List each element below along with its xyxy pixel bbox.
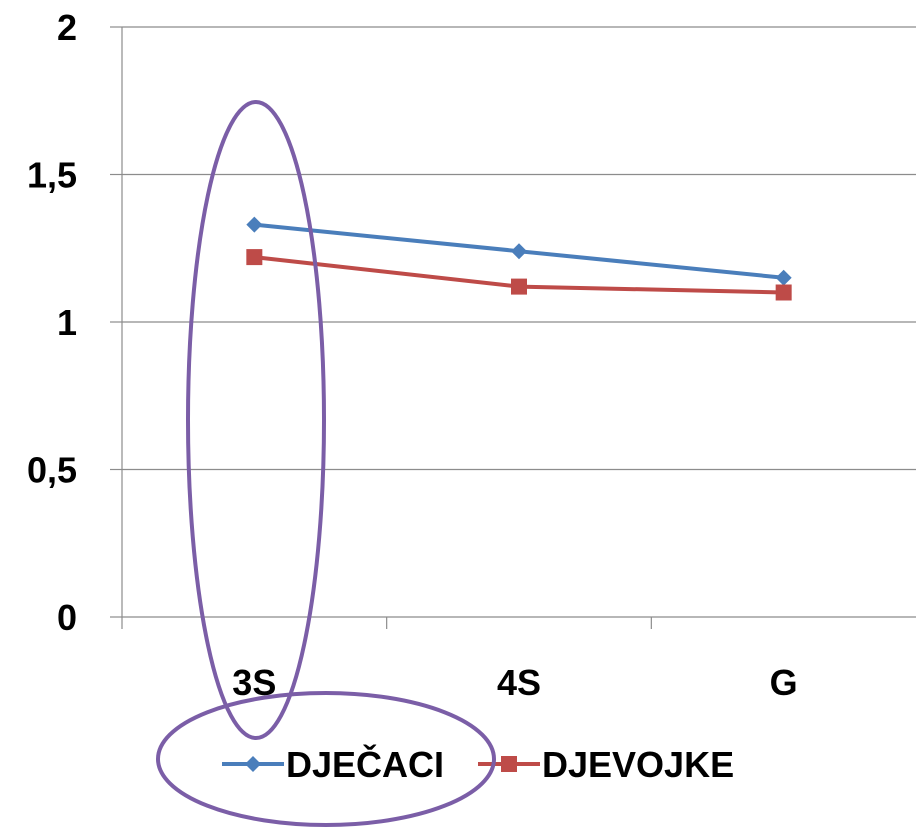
data-point — [775, 269, 792, 286]
series-group — [246, 216, 792, 301]
legend-marker — [245, 756, 261, 772]
legend: DJEČACI DJEVOJKE — [222, 743, 734, 785]
legend-label: DJEVOJKE — [542, 744, 734, 785]
y-tick-label: 2 — [57, 7, 77, 48]
x-tick-label: 4S — [497, 662, 541, 703]
y-tick-label: 1,5 — [27, 155, 77, 196]
y-tick-label: 0 — [57, 597, 77, 638]
x-tick-label: G — [770, 662, 798, 703]
data-point — [246, 216, 263, 233]
data-point — [775, 284, 792, 301]
x-axis-tick-labels: 3S 4S G — [232, 662, 797, 703]
data-point — [246, 249, 263, 266]
y-tick-label: 1 — [57, 302, 77, 343]
y-axis-tick-labels: 0 0,5 1 1,5 2 — [27, 7, 77, 638]
annotation-ellipse-legend — [156, 691, 496, 827]
axes — [110, 26, 916, 629]
legend-marker — [501, 756, 517, 772]
data-point — [511, 278, 527, 295]
annotations — [156, 100, 496, 827]
annotation-ellipse-category — [186, 100, 326, 740]
data-point — [511, 243, 527, 260]
y-tick-label: 0,5 — [27, 450, 77, 491]
legend-label: DJEČACI — [286, 743, 444, 785]
gridlines — [122, 26, 916, 471]
